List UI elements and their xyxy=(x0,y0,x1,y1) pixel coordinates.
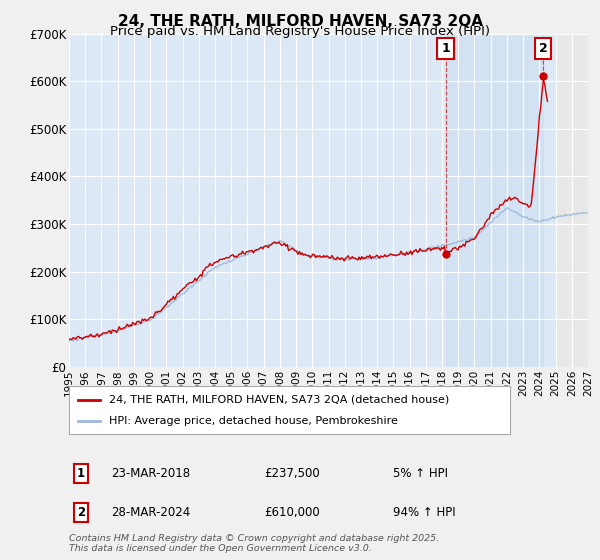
Text: 2: 2 xyxy=(539,42,548,55)
Text: 2: 2 xyxy=(77,506,85,519)
Text: 1: 1 xyxy=(441,42,450,55)
Text: 23-MAR-2018: 23-MAR-2018 xyxy=(111,466,190,480)
Text: 94% ↑ HPI: 94% ↑ HPI xyxy=(393,506,455,519)
Bar xyxy=(446,34,543,367)
Text: 24, THE RATH, MILFORD HAVEN, SA73 2QA: 24, THE RATH, MILFORD HAVEN, SA73 2QA xyxy=(118,14,482,29)
Text: HPI: Average price, detached house, Pembrokeshire: HPI: Average price, detached house, Pemb… xyxy=(109,416,398,426)
Text: 28-MAR-2024: 28-MAR-2024 xyxy=(111,506,190,519)
Text: 1: 1 xyxy=(77,466,85,480)
Text: Price paid vs. HM Land Registry's House Price Index (HPI): Price paid vs. HM Land Registry's House … xyxy=(110,25,490,38)
Text: 24, THE RATH, MILFORD HAVEN, SA73 2QA (detached house): 24, THE RATH, MILFORD HAVEN, SA73 2QA (d… xyxy=(109,395,449,405)
Text: £237,500: £237,500 xyxy=(264,466,320,480)
Text: 5% ↑ HPI: 5% ↑ HPI xyxy=(393,466,448,480)
Text: Contains HM Land Registry data © Crown copyright and database right 2025.
This d: Contains HM Land Registry data © Crown c… xyxy=(69,534,439,553)
Bar xyxy=(556,34,588,367)
Text: £610,000: £610,000 xyxy=(264,506,320,519)
